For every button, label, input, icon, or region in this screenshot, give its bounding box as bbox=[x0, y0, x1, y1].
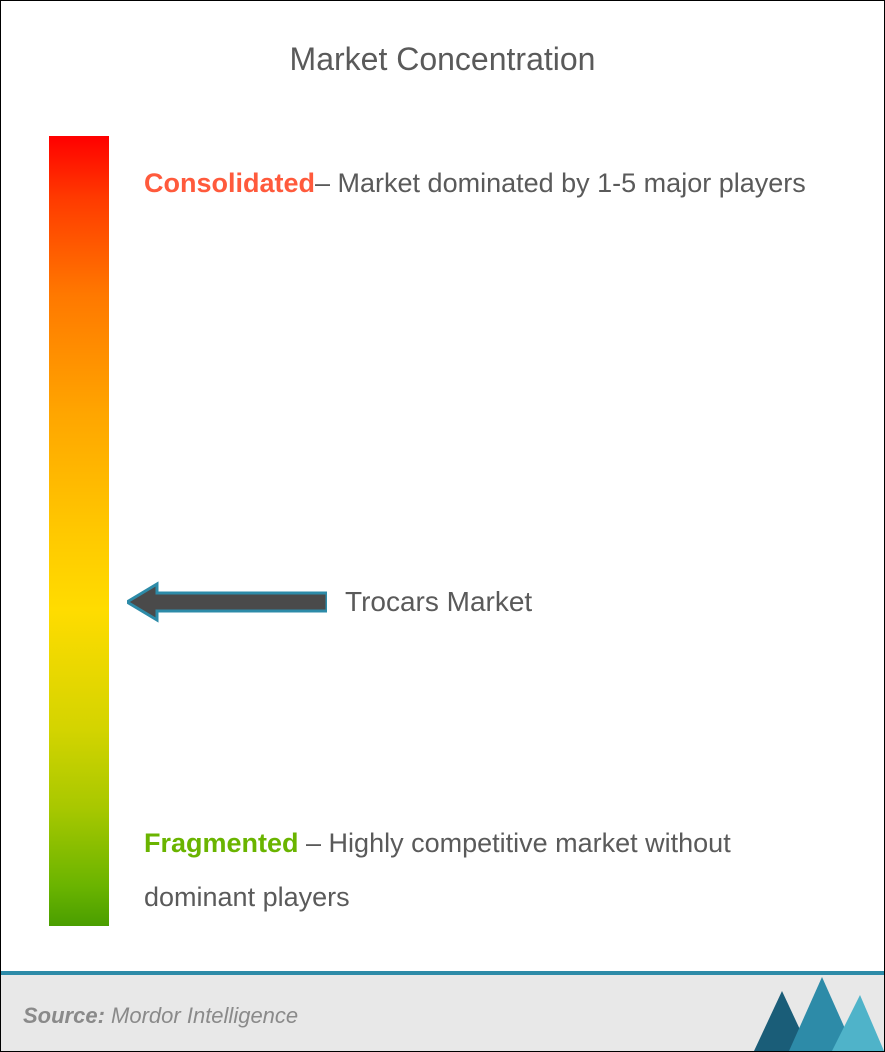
mordor-logo-icon bbox=[754, 973, 884, 1051]
market-position-marker: Trocars Market bbox=[127, 581, 532, 623]
infographic-container: Market Concentration Consolidated– Marke… bbox=[0, 0, 885, 1052]
fragmented-bold: Fragmented bbox=[144, 828, 299, 858]
fragmented-label: Fragmented – Highly competitive market w… bbox=[144, 816, 824, 924]
footer: Source: Mordor Intelligence bbox=[1, 971, 884, 1051]
chart-area: Consolidated– Market dominated by 1-5 ma… bbox=[49, 136, 839, 926]
market-name-label: Trocars Market bbox=[345, 586, 532, 618]
concentration-gradient-bar bbox=[49, 136, 109, 926]
source-value: Mordor Intelligence bbox=[111, 1003, 298, 1028]
chart-title: Market Concentration bbox=[1, 1, 884, 78]
footer-background: Source: Mordor Intelligence bbox=[1, 975, 884, 1051]
consolidated-rest: – Market dominated by 1-5 major players bbox=[315, 168, 806, 198]
consolidated-label: Consolidated– Market dominated by 1-5 ma… bbox=[144, 156, 824, 210]
source-label: Source: bbox=[23, 1003, 105, 1028]
consolidated-bold: Consolidated bbox=[144, 168, 315, 198]
source-citation: Source: Mordor Intelligence bbox=[23, 1003, 298, 1029]
arrow-left-icon bbox=[127, 581, 327, 623]
